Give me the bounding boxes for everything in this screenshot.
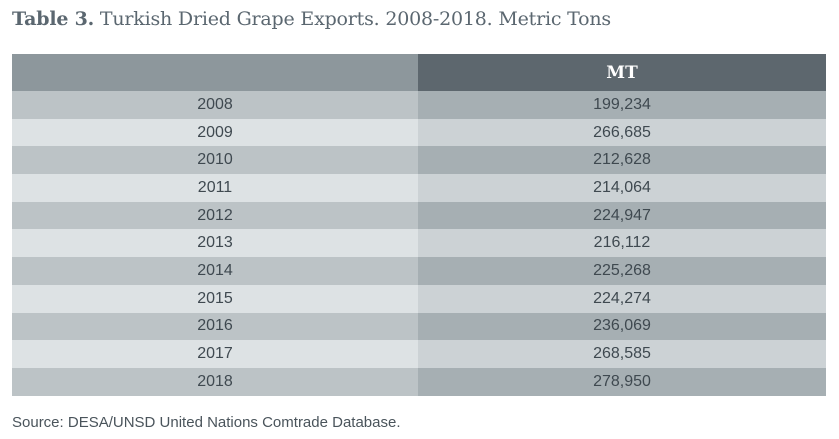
- source-note: Source: DESA/UNSD United Nations Comtrad…: [12, 414, 401, 431]
- value-cell: 266,685: [418, 118, 826, 147]
- header-mt-cell: MT: [418, 54, 826, 91]
- exports-table: MT 2008 199,234 2009 266,685 2010 212,62…: [12, 54, 826, 396]
- value-cell: 278,950: [418, 367, 826, 396]
- year-cell: 2008: [12, 91, 418, 119]
- table-title-text: Turkish Dried Grape Exports. 2008-2018. …: [94, 8, 611, 30]
- year-cell: 2012: [12, 201, 418, 230]
- year-cell: 2018: [12, 367, 418, 396]
- table-row: 2009 266,685: [12, 118, 826, 147]
- value-cell: 214,064: [418, 174, 826, 202]
- year-cell: 2014: [12, 257, 418, 285]
- table-number-label: Table 3.: [12, 8, 95, 30]
- header-year-cell: [12, 54, 418, 91]
- year-cell: 2016: [12, 312, 418, 341]
- value-cell: 224,274: [418, 284, 826, 313]
- table-row: 2017 268,585: [12, 340, 826, 368]
- table-title: Table 3. Turkish Dried Grape Exports. 20…: [12, 8, 611, 30]
- value-cell: 216,112: [418, 229, 826, 258]
- year-cell: 2010: [12, 146, 418, 175]
- table-row: 2010 212,628: [12, 146, 826, 175]
- table-row: 2011 214,064: [12, 174, 826, 202]
- table-row: 2018 278,950: [12, 367, 826, 396]
- value-cell: 224,947: [418, 201, 826, 230]
- year-cell: 2013: [12, 229, 418, 258]
- table-row: 2013 216,112: [12, 229, 826, 258]
- year-cell: 2015: [12, 284, 418, 313]
- table-row: 2015 224,274: [12, 284, 826, 313]
- table-row: 2008 199,234: [12, 91, 826, 119]
- value-cell: 212,628: [418, 146, 826, 175]
- table-row: 2012 224,947: [12, 201, 826, 230]
- value-cell: 236,069: [418, 312, 826, 341]
- year-cell: 2017: [12, 340, 418, 368]
- table-header-row: MT: [12, 54, 826, 91]
- year-cell: 2009: [12, 118, 418, 147]
- value-cell: 268,585: [418, 340, 826, 368]
- table-row: 2014 225,268: [12, 257, 826, 285]
- year-cell: 2011: [12, 174, 418, 202]
- value-cell: 199,234: [418, 91, 826, 119]
- table-row: 2016 236,069: [12, 312, 826, 341]
- value-cell: 225,268: [418, 257, 826, 285]
